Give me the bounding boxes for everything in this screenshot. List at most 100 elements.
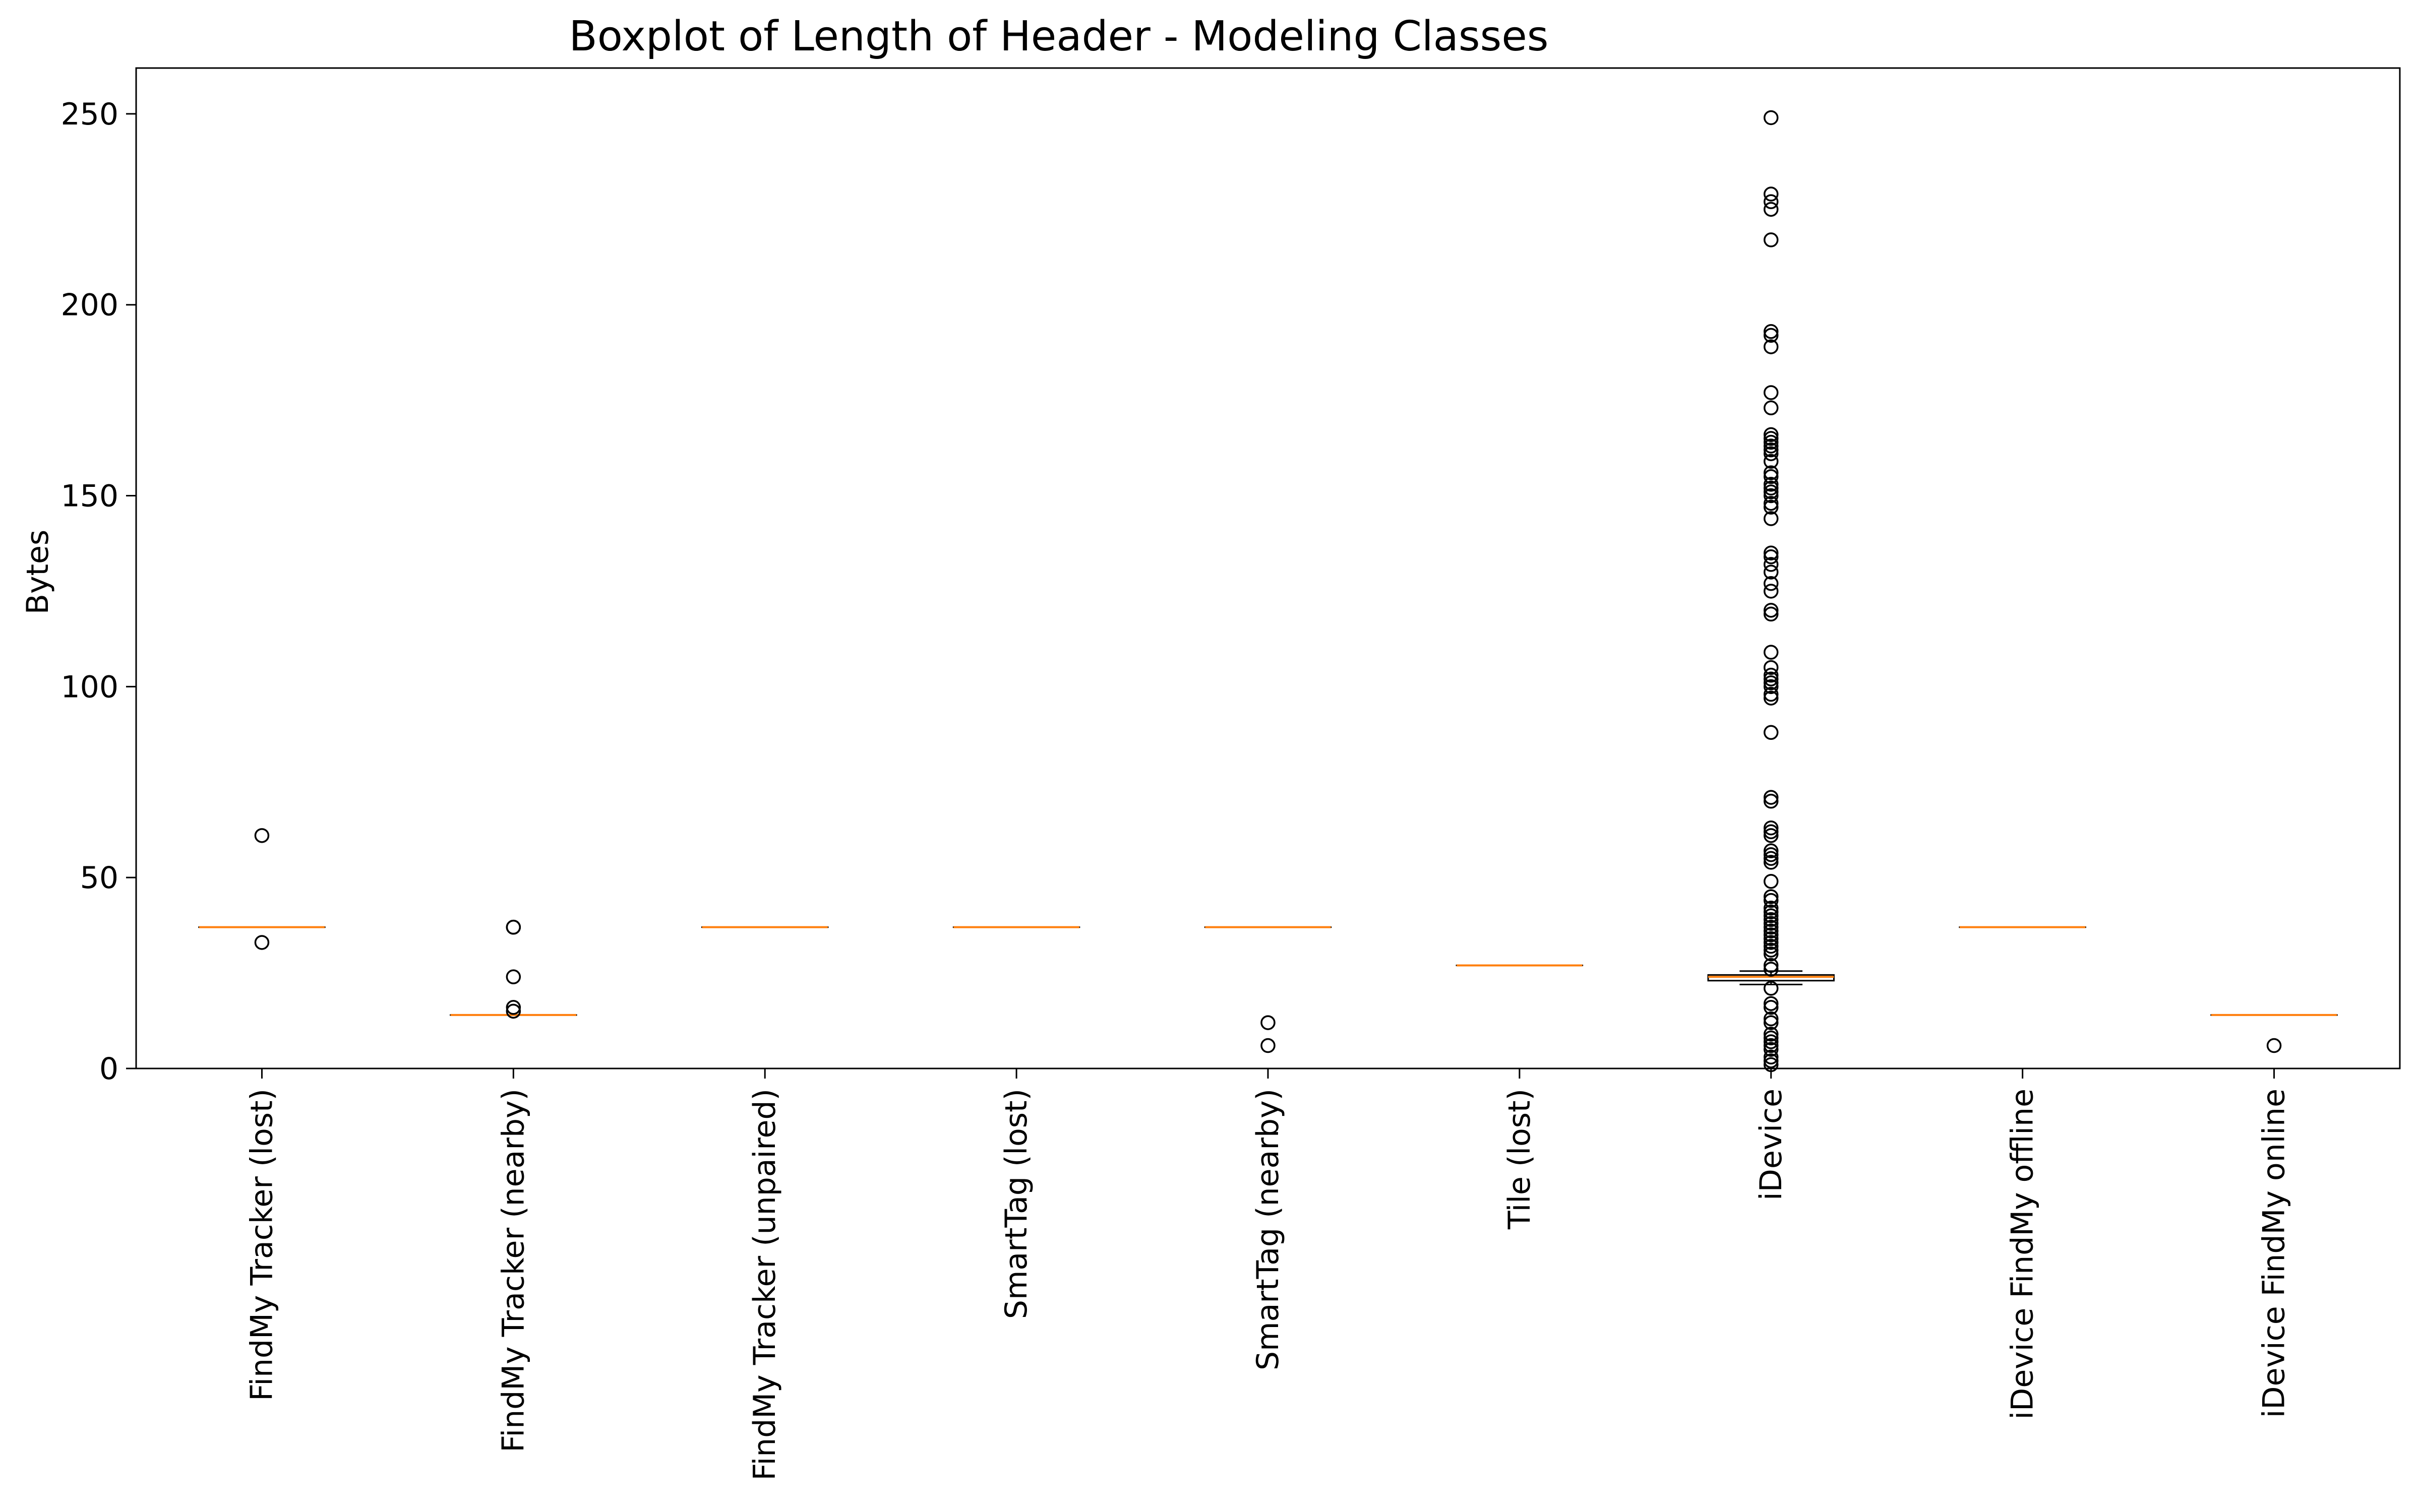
outlier-point	[1764, 1034, 1779, 1049]
outlier-point	[1764, 1000, 1779, 1015]
outlier-point	[1764, 927, 1779, 942]
outlier-point	[1764, 824, 1779, 840]
outlier-point	[1764, 1049, 1779, 1065]
outlier-point	[1764, 847, 1779, 862]
outlier-point	[1764, 584, 1779, 599]
box-0	[198, 828, 326, 950]
outlier-point	[1764, 893, 1779, 908]
x-tick-label: SmartTag (lost)	[999, 1089, 1034, 1319]
outlier-point	[1764, 438, 1779, 454]
outlier-point	[1764, 962, 1779, 977]
outlier-point	[1764, 454, 1779, 469]
box-6	[1707, 110, 1835, 1073]
outlier-point	[1764, 469, 1779, 484]
box-4	[1204, 926, 1332, 1053]
outlier-point	[1764, 1030, 1779, 1046]
outlier-point	[1764, 981, 1779, 996]
outlier-point	[1764, 465, 1779, 480]
outlier-point	[1764, 671, 1779, 686]
outlier-point	[1764, 790, 1779, 805]
y-tick-label: 150	[60, 479, 118, 514]
x-tick-label: FindMy Tracker (unpaired)	[747, 1089, 782, 1481]
outlier-point	[2266, 1038, 2282, 1053]
x-axis: FindMy Tracker (lost) FindMy Tracker (nea…	[244, 1068, 2292, 1481]
x-tick-label: FindMy Tracker (nearby)	[496, 1089, 531, 1453]
outlier-point	[1764, 557, 1779, 572]
outlier-point	[1764, 446, 1779, 461]
outlier-point	[1764, 958, 1779, 973]
outlier-point	[1764, 564, 1779, 580]
x-tick-label: Tile (lost)	[1502, 1089, 1537, 1230]
outlier-point	[1764, 385, 1779, 400]
outlier-point	[1764, 935, 1779, 950]
outlier-point	[1764, 328, 1779, 343]
y-tick-label: 0	[99, 1051, 118, 1087]
outlier-point	[1764, 431, 1779, 446]
x-tick-label: iDevice FindMy offline	[2005, 1089, 2040, 1420]
y-tick-label: 250	[60, 97, 118, 132]
outlier-point	[1764, 499, 1779, 515]
outlier-point	[506, 919, 521, 935]
outlier-point	[1764, 434, 1779, 450]
outlier-point	[1764, 339, 1779, 354]
outlier-point	[1764, 908, 1779, 923]
outlier-point	[1764, 400, 1779, 416]
outlier-point	[1764, 511, 1779, 526]
outlier-point	[506, 969, 521, 984]
outlier-point	[506, 1000, 521, 1015]
outlier-point	[1764, 110, 1779, 125]
outlier-point	[1764, 996, 1779, 1011]
outlier-point	[1764, 1015, 1779, 1030]
outlier-point	[1764, 843, 1779, 858]
outlier-point	[1764, 855, 1779, 870]
outlier-point	[1764, 851, 1779, 866]
y-tick-label: 50	[80, 860, 118, 896]
box-1	[450, 919, 577, 1019]
outlier-point	[1764, 686, 1779, 702]
y-tick-label: 200	[60, 288, 118, 323]
outlier-point	[1764, 495, 1779, 511]
outlier-point	[1764, 1011, 1779, 1027]
plot-frame	[135, 67, 2401, 1069]
outlier-point	[506, 1003, 521, 1019]
outlier-point	[1764, 477, 1779, 492]
outlier-point	[1764, 916, 1779, 931]
outlier-point	[1764, 690, 1779, 706]
outlier-point	[1764, 725, 1779, 740]
outlier-point	[1764, 194, 1779, 209]
outlier-point	[1764, 793, 1779, 809]
outlier-point	[1764, 942, 1779, 958]
outlier-point	[1764, 576, 1779, 591]
outlier-point	[1764, 606, 1779, 622]
outlier-point	[1764, 1042, 1779, 1057]
outlier-point	[1764, 919, 1779, 935]
outlier-point	[1764, 442, 1779, 458]
outlier-point	[1764, 1038, 1779, 1053]
outlier-point	[1764, 923, 1779, 939]
outlier-point	[1764, 904, 1779, 920]
outlier-point	[1764, 488, 1779, 503]
plot-area	[198, 110, 2338, 1073]
outlier-point	[1764, 603, 1779, 618]
outlier-point	[1764, 484, 1779, 499]
outlier-point	[1764, 1027, 1779, 1042]
outlier-point	[1764, 480, 1779, 496]
outlier-point	[1764, 820, 1779, 836]
outlier-point	[1764, 889, 1779, 904]
outlier-point	[1764, 679, 1779, 695]
outlier-point	[1260, 1038, 1276, 1053]
outlier-point	[254, 828, 270, 843]
box-8	[2210, 1014, 2338, 1053]
outlier-point	[1764, 1053, 1779, 1068]
outlier-point	[1764, 874, 1779, 889]
outlier-point	[1764, 901, 1779, 916]
outlier-point	[1764, 938, 1779, 954]
x-tick-label: iDevice	[1753, 1089, 1789, 1201]
outlier-point	[1764, 828, 1779, 843]
outlier-point	[1764, 545, 1779, 560]
outlier-point	[1764, 660, 1779, 675]
outlier-point	[1764, 427, 1779, 443]
outlier-point	[1764, 946, 1779, 962]
outlier-point	[1764, 324, 1779, 339]
